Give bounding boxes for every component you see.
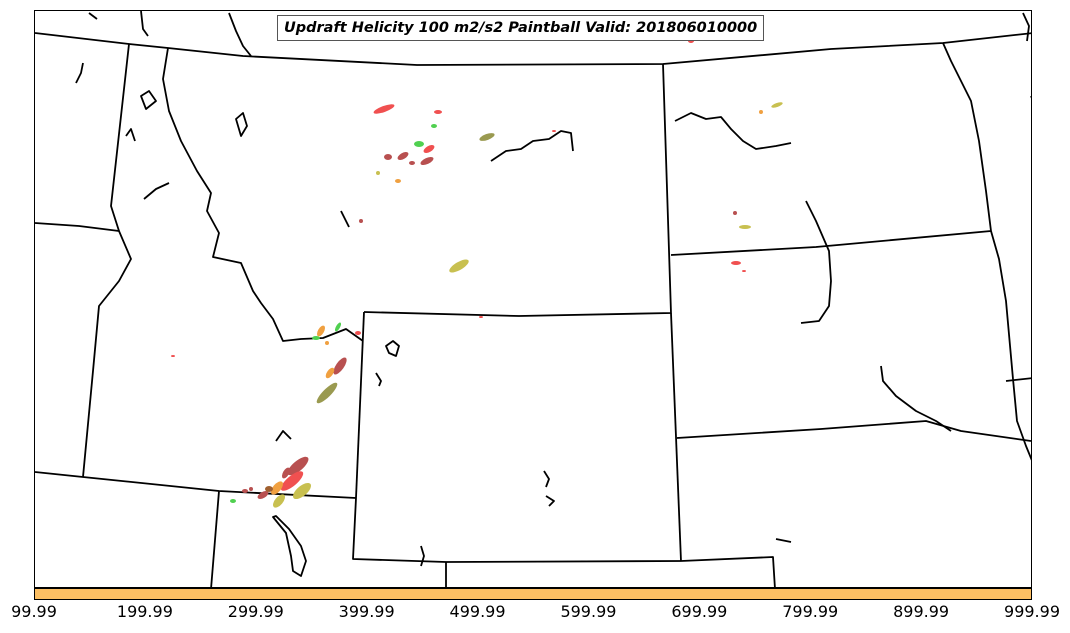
paintball-blob: [479, 133, 495, 141]
paintball-blob: [423, 145, 435, 153]
colorbar-tick-label: 499.99: [449, 602, 506, 621]
colorbar-tick-label: 199.99: [116, 602, 173, 621]
sd-nebraska-border: [676, 420, 1031, 442]
colorbar-tick-label: 699.99: [671, 602, 728, 621]
paintball-blob: [249, 487, 253, 491]
colorbar-tick-label: 599.99: [560, 602, 617, 621]
paintball-blob: [376, 171, 380, 175]
great-salt-lake: [272, 515, 307, 577]
lewis-clark-lake: [880, 365, 952, 432]
canada-border: [35, 32, 1031, 66]
missouri-river-sd: [800, 200, 832, 324]
american-falls: [275, 430, 292, 442]
paintball-blob: [434, 110, 442, 114]
colorbar-tick-label: 299.99: [227, 602, 284, 621]
idaho-river: [143, 182, 170, 200]
wyoming-east-border: [670, 312, 682, 562]
paintball-blob: [742, 270, 746, 272]
wyoming-border: [363, 63, 672, 317]
paintball-blob: [171, 355, 175, 357]
paintball-blob: [384, 154, 392, 160]
paintball-blob: [265, 486, 273, 492]
paintball-blob: [280, 471, 304, 491]
paintball-blob: [242, 489, 248, 493]
nw-coast-3: [228, 12, 252, 57]
flaming-gorge: [420, 545, 425, 567]
wy-river-2: [545, 495, 555, 507]
wy-river-1: [543, 470, 550, 488]
wyoming-south-border: [352, 497, 682, 563]
paintball-blob: [257, 491, 269, 499]
paintball-blob: [355, 331, 361, 335]
paintball-blob: [292, 482, 312, 500]
coeur-dalene: [125, 128, 136, 142]
wa-or-line: [35, 222, 120, 232]
paintball-blob: [431, 124, 437, 128]
map-title: Updraft Helicity 100 m2/s2 Paintball Val…: [277, 15, 765, 41]
paintball-blob: [414, 141, 424, 147]
colorbar-tick-label: 899.99: [893, 602, 950, 621]
paintball-blob: [273, 494, 285, 508]
paintball-blob: [333, 357, 347, 375]
fort-peck-lake: [490, 130, 574, 162]
mn-lake: [1030, 96, 1031, 99]
paintball-blob: [409, 161, 415, 165]
paintball-blob: [317, 325, 325, 337]
paintball-blob: [449, 259, 469, 273]
sd-east-border: [1012, 378, 1031, 461]
paintball-blob: [479, 316, 483, 318]
flathead-lake: [235, 112, 248, 137]
idaho-montana-border: [162, 47, 364, 342]
paintball-blob: [397, 152, 409, 160]
yellowstone-lake: [385, 340, 400, 357]
paintball-blob: [759, 110, 763, 114]
paintball-blob: [271, 481, 283, 495]
paintball-blob: [359, 219, 363, 223]
colorbar: [34, 588, 1032, 600]
idaho-lake-small: [375, 372, 382, 387]
paintball-blob: [312, 336, 320, 340]
paintball-blob: [325, 367, 335, 379]
paintball-blob: [325, 341, 329, 345]
paintball-blob: [733, 211, 737, 215]
colorbar-tick-label: 99.99: [11, 602, 57, 621]
paintball-blob: [739, 225, 751, 229]
paintball-blob: [731, 261, 741, 265]
paintball-layer: [171, 39, 783, 508]
paintball-blob: [282, 467, 290, 479]
colorbar-tick-labels: 99.99 199.99 299.99 399.99 499.99 599.99 699.9…: [0, 600, 1070, 630]
paintball-blob: [395, 179, 401, 183]
map-canvas: [35, 11, 1031, 587]
minnesota-west-border: [942, 42, 1014, 380]
paintball-blob: [230, 499, 236, 503]
canyon-ferry: [340, 210, 350, 228]
map-panel: [34, 10, 1032, 588]
idaho-wyoming-border: [355, 311, 365, 499]
colorbar-tick-label: 399.99: [338, 602, 395, 621]
nd-sd-border: [670, 230, 992, 256]
dworshak: [75, 62, 84, 84]
nw-coast-2: [140, 11, 149, 37]
paintball-blob: [420, 156, 434, 166]
utah-west-border: [210, 490, 220, 587]
colorbar-tick-label: 999.99: [1004, 602, 1060, 621]
state-borders: [35, 11, 1031, 587]
colorado-nebraska-line: [680, 556, 776, 587]
minnesota-iowa-line: [1005, 377, 1031, 382]
paintball-blob: [373, 104, 395, 114]
ne-coast: [1022, 12, 1030, 42]
idaho-west-border: [82, 43, 132, 478]
paintball-blob: [334, 322, 342, 332]
pend-oreille: [140, 90, 157, 110]
paintball-blob: [316, 382, 338, 404]
colorbar-tick-label: 799.99: [782, 602, 839, 621]
nw-coast-1: [88, 12, 98, 20]
paintball-blob: [771, 102, 783, 108]
lake-sakakawea: [674, 112, 792, 150]
nevada-utah-line: [35, 471, 357, 499]
colorado-lake: [775, 538, 792, 543]
paintball-blob: [287, 456, 309, 476]
paintball-blob: [552, 130, 556, 132]
